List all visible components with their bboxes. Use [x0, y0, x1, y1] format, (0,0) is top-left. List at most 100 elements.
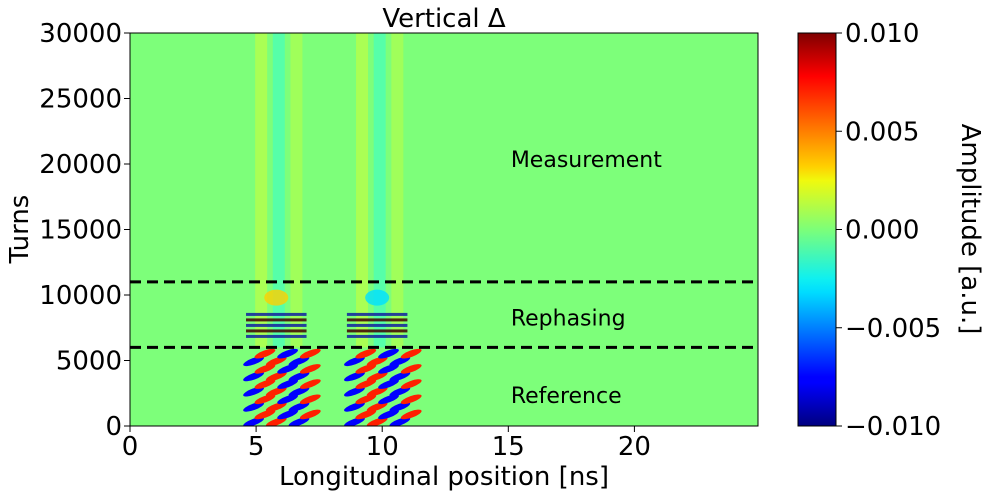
- ref-blob: [288, 386, 310, 397]
- ref-blob: [344, 402, 365, 412]
- ref-blob: [288, 371, 310, 382]
- y-axis-label: Turns: [5, 195, 35, 265]
- ref-blob: [299, 364, 321, 374]
- ref-blob: [277, 394, 299, 405]
- ref-blob: [277, 379, 299, 389]
- ref-blob: [355, 394, 377, 405]
- region-label-rephasing: Rephasing: [511, 307, 626, 332]
- ref-blob: [366, 386, 388, 397]
- ref-blob: [243, 402, 264, 412]
- ref-blob: [366, 371, 388, 382]
- ref-blob: [355, 379, 377, 389]
- ref-blob: [265, 371, 287, 382]
- ref-blob: [355, 364, 377, 374]
- ref-blob: [400, 409, 422, 420]
- ref-blob: [389, 386, 411, 397]
- x-tick-label: 20: [618, 432, 651, 462]
- ref-blob: [288, 402, 310, 412]
- ref-blob: [288, 417, 310, 426]
- ref-blob: [378, 364, 399, 374]
- ref-blob: [243, 356, 264, 367]
- ref-blob: [299, 379, 321, 389]
- ref-blob: [277, 364, 299, 374]
- colorbar-tick-label: 0.005: [845, 117, 919, 147]
- ref-blob: [265, 386, 287, 397]
- ref-blob: [389, 417, 411, 426]
- ref-blob: [277, 409, 299, 420]
- y-tick-label: 15000: [39, 216, 122, 246]
- ref-blob: [355, 348, 377, 359]
- ref-blob: [378, 348, 399, 359]
- region-label-reference: Reference: [511, 384, 622, 409]
- colorbar-label: Amplitude [a.u.]: [955, 124, 985, 335]
- ref-blob: [378, 379, 399, 389]
- heatmap-plot-area: [130, 33, 758, 426]
- ref-blob: [366, 356, 388, 367]
- stripe-1-1: [373, 33, 386, 348]
- y-tick-label: 30000: [39, 19, 122, 49]
- y-tick-label: 25000: [39, 85, 122, 115]
- y-tick-label: 20000: [39, 150, 122, 180]
- x-axis-label: Longitudinal position [ns]: [279, 462, 609, 492]
- ref-blob: [243, 417, 264, 426]
- ref-blob: [355, 409, 377, 420]
- y-tick-label: 0: [105, 412, 122, 442]
- ref-blob: [389, 371, 411, 382]
- ref-blob: [299, 348, 321, 359]
- ref-blob: [344, 386, 365, 397]
- ref-blob: [299, 409, 321, 420]
- ref-blob: [389, 402, 411, 412]
- stripe-0-2: [290, 33, 303, 348]
- ref-blob: [400, 364, 422, 374]
- stripe-0-1: [272, 33, 285, 348]
- colorbar-tick-label: −0.005: [845, 314, 941, 344]
- stripe-1-0: [356, 33, 369, 348]
- colorbar-tick-label: 0.000: [845, 216, 919, 246]
- ref-blob: [243, 386, 264, 397]
- x-tick-label: 0: [122, 432, 139, 462]
- ref-blob: [400, 394, 422, 405]
- rephase-band: [246, 329, 307, 333]
- ref-blob: [265, 402, 287, 412]
- ref-blob: [366, 402, 388, 412]
- heatmap-background: [130, 33, 758, 426]
- rephase-glow: [264, 289, 289, 306]
- x-tick-label: 10: [366, 432, 399, 462]
- rephase-band: [246, 312, 307, 316]
- ref-blob: [277, 348, 299, 359]
- rephase-band: [346, 329, 408, 333]
- x-tick-label: 15: [492, 432, 525, 462]
- y-tick-label: 5000: [56, 347, 122, 377]
- ref-blob: [400, 348, 422, 359]
- ref-blob: [366, 417, 388, 426]
- ref-blob: [243, 371, 264, 382]
- region-label-measurement: Measurement: [511, 148, 662, 173]
- rephase-glow: [365, 289, 390, 306]
- chart-title: Vertical Δ: [382, 4, 506, 34]
- y-tick-label: 10000: [39, 281, 122, 311]
- ref-blob: [400, 379, 422, 389]
- ref-blob: [344, 417, 365, 426]
- rephase-band: [346, 334, 408, 338]
- x-tick-label: 5: [248, 432, 265, 462]
- rephase-band: [346, 318, 408, 322]
- stripe-1-2: [391, 33, 404, 348]
- ref-blob: [378, 394, 399, 405]
- rephase-band: [346, 323, 408, 327]
- ref-blob: [265, 417, 287, 426]
- rephase-band: [246, 323, 307, 327]
- rephase-band: [246, 318, 307, 322]
- stripe-0-0: [255, 33, 268, 348]
- ref-blob: [254, 394, 276, 405]
- ref-blob: [299, 394, 321, 405]
- rephase-band: [346, 312, 408, 316]
- ref-blob: [389, 356, 411, 367]
- ref-blob: [254, 348, 276, 359]
- ref-blob: [288, 356, 310, 367]
- ref-blob: [378, 409, 399, 420]
- colorbar-tick-label: −0.010: [845, 412, 941, 442]
- rephase-band: [246, 334, 307, 338]
- ref-blob: [344, 371, 365, 382]
- colorbar: [797, 32, 837, 427]
